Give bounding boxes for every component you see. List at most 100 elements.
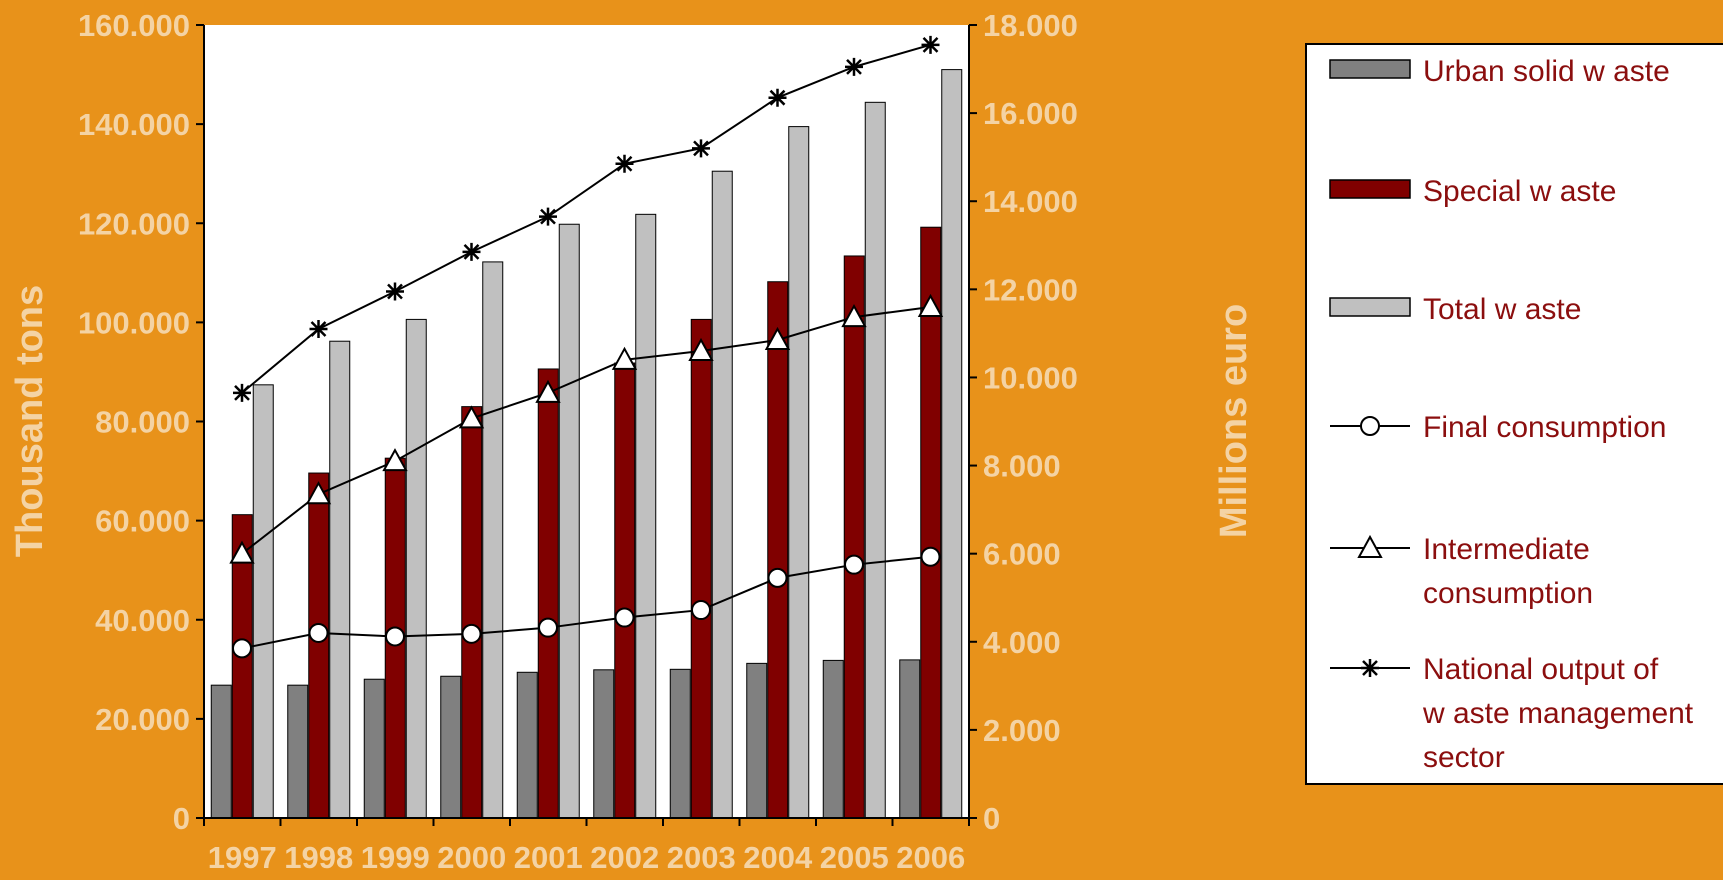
bar-total-1997 (252, 384, 274, 819)
right-tick-label: 2.000 (983, 713, 1061, 748)
bar-urban-2004 (746, 662, 768, 819)
right-tick-label: 14.000 (983, 184, 1078, 219)
right-axis-title: Millions euro (1213, 304, 1255, 538)
bar-special-2000 (461, 406, 483, 819)
marker-star-2001 (539, 207, 557, 226)
marker-star-1997 (233, 383, 251, 402)
legend-label: Intermediate (1423, 533, 1590, 566)
left-tick-label: 120.000 (78, 206, 190, 241)
marker-triangle-2005 (841, 304, 867, 328)
bar-urban-2005 (822, 659, 844, 819)
marker-star-1998 (309, 319, 328, 338)
legend-swatch (1329, 297, 1411, 317)
bar-urban-2001 (516, 671, 538, 819)
marker-circle-2005 (844, 554, 864, 575)
left-axis-title: Thousand tons (9, 285, 51, 557)
marker-triangle-1997 (229, 540, 255, 564)
left-tick-label: 60.000 (95, 504, 190, 539)
left-tick-label: 20.000 (95, 702, 190, 737)
bar-urban-2003 (669, 668, 691, 819)
legend-marker (1357, 534, 1383, 558)
bar-urban-2006 (899, 659, 921, 819)
x-tick-label: 2003 (667, 840, 736, 875)
bar-special-2005 (843, 255, 865, 819)
bar-special-2003 (690, 318, 712, 819)
marker-circle-1997 (232, 638, 252, 659)
line-star (241, 43, 931, 394)
x-tick-label: 1999 (361, 840, 430, 875)
bar-special-2002 (614, 362, 636, 819)
marker-star-1999 (386, 282, 404, 301)
marker-circle-2004 (767, 567, 788, 588)
legend-label: Final consumption (1423, 411, 1666, 444)
right-tick-label: 16.000 (983, 96, 1078, 131)
legend-swatch (1329, 59, 1411, 79)
bar-urban-1998 (287, 684, 309, 819)
left-tick-label: 0 (173, 801, 190, 836)
x-tick-label: 2005 (820, 840, 889, 875)
marker-circle-2003 (691, 600, 711, 621)
bar-total-1998 (329, 340, 351, 819)
marker-triangle-2006 (917, 293, 944, 317)
x-tick-label: 1997 (208, 840, 277, 875)
bar-special-2001 (537, 368, 559, 819)
bar-total-2003 (711, 170, 733, 819)
legend-label: consumption (1423, 577, 1593, 610)
marker-triangle-2003 (688, 337, 714, 362)
bar-urban-1997 (210, 684, 232, 819)
right-tick-label: 6.000 (983, 537, 1061, 572)
bar-total-1999 (405, 318, 427, 819)
marker-circle-2002 (614, 607, 635, 628)
marker-circle-2001 (538, 617, 558, 638)
marker-star-2003 (692, 139, 710, 158)
legend-marker (1360, 416, 1380, 436)
x-tick-label: 2001 (514, 840, 583, 875)
marker-circle-1998 (308, 622, 329, 643)
bar-total-2002 (635, 213, 657, 819)
bar-total-2006 (941, 69, 963, 819)
left-tick-label: 80.000 (95, 405, 190, 440)
marker-star-2002 (615, 154, 634, 173)
legend-label: Special w aste (1423, 175, 1616, 208)
marker-triangle-1999 (382, 448, 408, 472)
bar-urban-2002 (593, 669, 615, 819)
legend-marker (1361, 659, 1379, 677)
bar-special-1998 (308, 472, 330, 819)
right-tick-label: 12.000 (983, 272, 1078, 307)
legend-label: Total w aste (1423, 293, 1581, 326)
legend-label: sector (1423, 741, 1505, 774)
right-tick-label: 18.000 (983, 8, 1078, 43)
bar-total-2000 (482, 261, 504, 819)
marker-triangle-2001 (535, 379, 561, 403)
right-tick-label: 10.000 (983, 360, 1078, 395)
legend: Urban solid w aste Special w aste Total w … (1305, 43, 1723, 785)
right-tick-label: 0 (983, 801, 1000, 836)
bar-urban-2000 (440, 675, 462, 819)
lines-layer (229, 35, 944, 659)
marker-circle-2006 (920, 546, 941, 567)
marker-circle-1999 (385, 626, 405, 647)
axes-layer: 0 20.000 40.000 60.000 80.000 100.000 120.000 1… (78, 8, 1078, 875)
bars-layer (210, 69, 963, 819)
legend-swatch (1329, 179, 1411, 199)
right-tick-label: 4.000 (983, 625, 1061, 660)
left-tick-label: 140.000 (78, 107, 190, 142)
marker-triangle-2002 (611, 346, 638, 370)
x-tick-label: 2004 (743, 840, 813, 875)
marker-circle-2000 (461, 623, 482, 644)
marker-star-2004 (768, 88, 787, 107)
left-tick-label: 160.000 (78, 8, 190, 43)
marker-star-2000 (462, 242, 481, 261)
legend-label: National output of (1423, 653, 1659, 686)
x-tick-label: 2000 (437, 840, 506, 875)
x-tick-label: 2002 (590, 840, 659, 875)
marker-star-2005 (845, 57, 863, 76)
line-triangle (241, 305, 931, 555)
bar-special-2004 (767, 281, 789, 819)
bar-total-2004 (788, 126, 810, 819)
left-tick-label: 40.000 (95, 603, 190, 638)
x-tick-label: 2006 (896, 840, 965, 875)
right-tick-label: 8.000 (983, 449, 1061, 484)
line-circle (241, 555, 931, 650)
left-tick-label: 100.000 (78, 305, 190, 340)
